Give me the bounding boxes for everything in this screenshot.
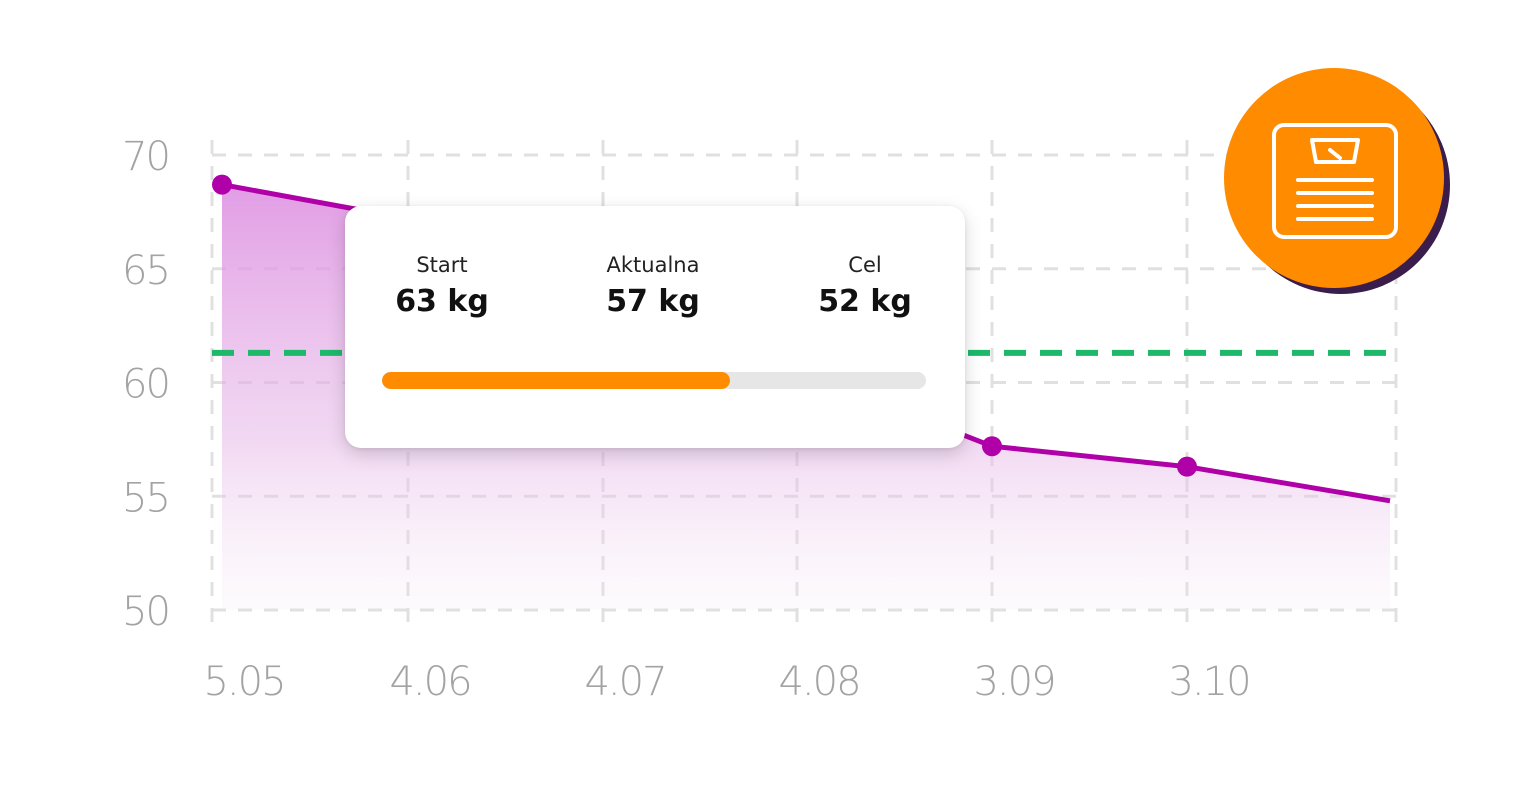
start-value: 63 kg <box>395 284 489 319</box>
y-tick-label: 70 <box>122 134 169 180</box>
x-tick-label: 3.10 <box>1168 659 1249 705</box>
progress-bar <box>382 372 926 389</box>
x-tick-label: 4.07 <box>584 659 665 705</box>
x-tick-label: 4.06 <box>389 659 470 705</box>
y-axis-ticks: 70 65 60 55 50 <box>122 134 171 635</box>
x-tick-label: 3.09 <box>973 659 1054 705</box>
start-stat: Start 63 kg <box>342 252 542 322</box>
goal-value: 52 kg <box>818 284 912 319</box>
summary-card: Start 63 kg Aktualna 57 kg Cel 52 kg <box>345 206 965 448</box>
data-point <box>1177 456 1197 477</box>
y-tick-label: 65 <box>122 248 169 294</box>
data-point <box>212 174 232 195</box>
data-point <box>982 436 1002 457</box>
y-tick-label: 60 <box>122 362 169 408</box>
current-label: Aktualna <box>606 253 700 277</box>
x-axis-ticks: 5.05 4.06 4.07 4.08 3.09 3.10 <box>203 659 1251 705</box>
y-tick-label: 50 <box>122 589 169 635</box>
scale-badge <box>1224 68 1454 298</box>
goal-label: Cel <box>848 253 882 277</box>
progress-fill <box>382 372 731 389</box>
y-tick-label: 55 <box>122 475 169 521</box>
goal-stat: Cel 52 kg <box>765 252 965 322</box>
current-value: 57 kg <box>606 284 700 319</box>
x-tick-label: 4.08 <box>778 659 859 705</box>
weight-series <box>212 174 1391 504</box>
x-tick-label: 5.05 <box>203 659 284 705</box>
current-stat: Aktualna 57 kg <box>553 252 753 322</box>
start-label: Start <box>416 253 468 277</box>
scale-icon <box>1272 123 1398 239</box>
